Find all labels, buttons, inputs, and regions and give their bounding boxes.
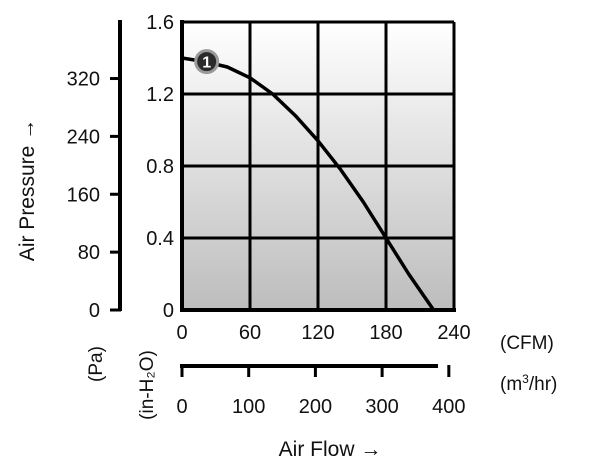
series-marker-label: 1: [202, 55, 211, 72]
series-marker: [194, 49, 220, 75]
secondary-x-unit-base: (m: [500, 374, 522, 395]
secondary-y-tick-label: 240: [67, 126, 100, 148]
primary-y-tick-label: 0: [163, 300, 174, 322]
secondary-y-tick-label: 160: [67, 184, 100, 206]
primary-y-tick-label: 1.6: [146, 12, 174, 34]
primary-x-tick-label: 120: [301, 322, 334, 344]
primary-x-unit: (CFM): [500, 333, 554, 354]
secondary-x-unit: (m3/hr): [500, 372, 557, 395]
secondary-x-tick-label: 100: [232, 396, 265, 418]
secondary-x-tick-label: 300: [365, 396, 398, 418]
primary-x-tick-label: 0: [176, 322, 187, 344]
secondary-x-tick-label: 400: [432, 396, 465, 418]
grid-lines: [182, 20, 456, 310]
secondary-x-tick-label: 0: [176, 396, 187, 418]
x-axis-title: Air Flow →: [279, 438, 382, 461]
series-layer: 1: [180, 49, 436, 312]
primary-y-unit-text: (in-H₂O): [137, 350, 158, 420]
axes: [110, 20, 456, 377]
y-axis-title: Air Pressure →: [16, 119, 39, 261]
primary-y-tick-label: 0.8: [146, 156, 174, 178]
primary-x-tick-label: 60: [239, 322, 261, 344]
primary-y-tick-label: 1.2: [146, 84, 174, 106]
secondary-x-unit-tail: /hr): [529, 374, 558, 395]
series-curve-1: [180, 56, 436, 312]
primary-x-tick-label: 240: [437, 322, 470, 344]
secondary-x-tick-label: 200: [299, 396, 332, 418]
primary-y-unit: (in-H₂O): [137, 350, 158, 420]
tick-labels: 0 0.4 0.8 1.2 1.6 0 60 120 180 240 0 80 160 240 320 0 10…: [67, 12, 471, 418]
secondary-y-unit: (Pa): [86, 346, 107, 382]
primary-y-tick-label: 0.4: [146, 228, 174, 250]
primary-x-tick-label: 180: [369, 322, 402, 344]
secondary-y-tick-label: 80: [78, 242, 100, 264]
secondary-y-tick-label: 0: [89, 300, 100, 322]
secondary-x-unit-sup: 3: [522, 372, 529, 386]
secondary-y-tick-label: 320: [67, 69, 100, 91]
